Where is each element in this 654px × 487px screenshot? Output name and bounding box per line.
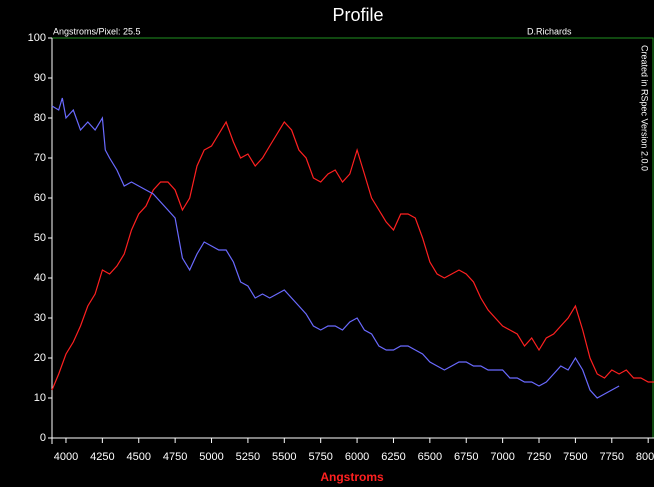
y-tick-label: 90 [34,72,46,84]
x-tick-label: 6000 [345,451,369,463]
y-tick-label: 50 [34,232,46,244]
x-tick-label: 7000 [490,451,514,463]
y-tick-label: 30 [34,312,46,324]
y-tick-label: 70 [34,152,46,164]
y-tick-label: 0 [40,432,46,444]
software-note: Created in RSpec Version 2.0.0 [640,45,650,171]
x-tick-label: 6500 [418,451,442,463]
y-tick-label: 60 [34,192,46,204]
x-tick-label: 4000 [54,451,78,463]
x-tick-label: 4250 [90,451,114,463]
chart-title: Profile [332,5,383,25]
x-tick-label: 5250 [236,451,260,463]
y-tick-label: 40 [34,272,46,284]
x-tick-label: 4500 [127,451,151,463]
x-tick-label: 7250 [527,451,551,463]
y-tick-label: 20 [34,352,46,364]
x-tick-label: 6750 [454,451,478,463]
x-tick-label: 7500 [563,451,587,463]
author-note: D.Richards [527,26,572,36]
y-tick-label: 80 [34,112,46,124]
x-axis-title: Angstroms [320,470,384,484]
y-tick-label: 100 [28,32,46,44]
y-tick-label: 10 [34,392,46,404]
x-tick-label: 4750 [163,451,187,463]
pixel-scale-note: Angstroms/Pixel: 25.5 [53,26,141,36]
x-tick-label: 6250 [381,451,405,463]
x-tick-label: 7750 [600,451,624,463]
x-tick-label: 5500 [272,451,296,463]
x-tick-label: 8000 [636,451,654,463]
x-tick-label: 5000 [199,451,223,463]
x-tick-label: 5750 [308,451,332,463]
profile-line [51,97,620,399]
